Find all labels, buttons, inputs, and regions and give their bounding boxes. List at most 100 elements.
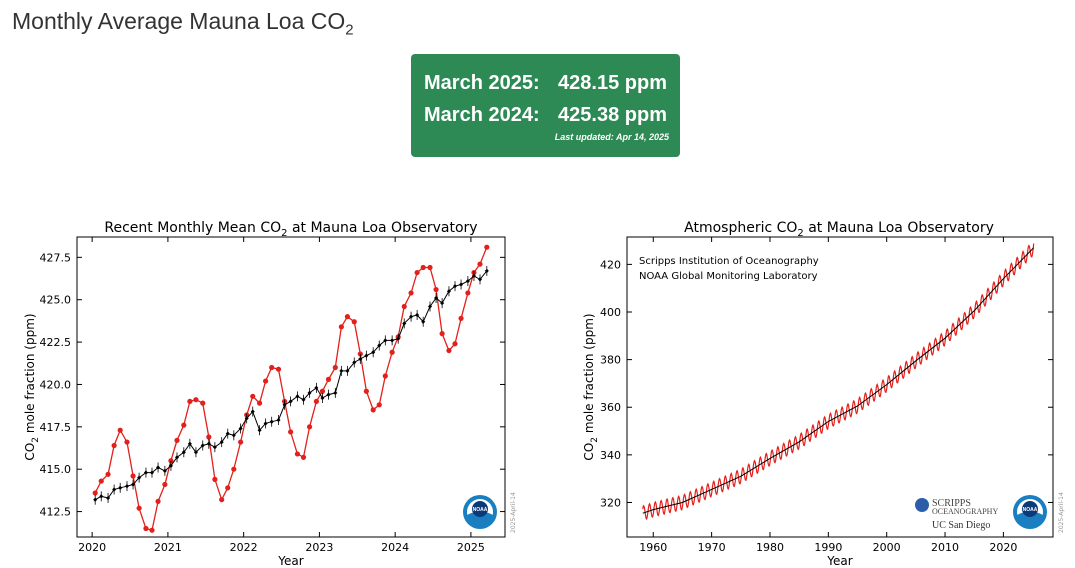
deseasonalized-point (263, 421, 268, 426)
monthly-mean-point (250, 393, 256, 399)
deseasonalized-point (206, 441, 211, 446)
deseasonalized-point (484, 268, 489, 274)
deseasonalized-point (415, 312, 420, 318)
deseasonalized-point (276, 417, 281, 423)
deseasonalized-point (421, 319, 426, 324)
y-tick-label: 400 (600, 306, 621, 319)
svg-text:CO2 mole fraction (ppm): CO2 mole fraction (ppm) (582, 313, 600, 460)
last-updated: Last updated: Apr 14, 2025 (554, 132, 669, 142)
deseasonalized-point (409, 314, 414, 319)
monthly-mean-point (344, 314, 351, 320)
monthly-mean-point (219, 497, 225, 503)
deseasonalized-point (371, 350, 376, 355)
noaa-logo: NOAA (1013, 495, 1047, 529)
y-tick-label: 417.5 (40, 421, 72, 434)
monthly-mean-point (427, 264, 433, 271)
y-tick-label: 360 (600, 401, 621, 414)
deseasonalized-point (358, 356, 363, 362)
deseasonalized-point (339, 368, 344, 374)
stat-row-previous: March 2024: 425.38 ppm (424, 104, 667, 127)
y-tick-label: 420.0 (40, 378, 72, 391)
watermark: 2025-April-14 (1058, 492, 1065, 533)
monthly-mean-point (433, 286, 439, 293)
deseasonalized-point (453, 283, 458, 289)
x-tick-label: 2000 (873, 541, 901, 554)
deseasonalized-point (118, 485, 123, 491)
monthly-mean-point (465, 290, 471, 296)
deseasonalized-point (440, 300, 445, 306)
deseasonalized-point (137, 475, 142, 480)
deseasonalized-point (269, 419, 274, 424)
monthly-mean-point (136, 505, 142, 511)
svg-text:CO2 mole fraction (ppm): CO2 mole fraction (ppm) (23, 313, 41, 460)
monthly-mean-point (225, 485, 231, 491)
deseasonalized-point (250, 409, 255, 414)
scripps-logo: SCRIPPS OCEANOGRAPHY UC San Diego (915, 498, 998, 531)
monthly-mean-point (105, 471, 111, 477)
deseasonalized-point (396, 336, 401, 341)
y-tick-label: 380 (600, 354, 621, 367)
svg-text:NOAA: NOAA (1023, 507, 1038, 513)
monthly-mean-line (642, 243, 1035, 521)
svg-text:OCEANOGRAPHY: OCEANOGRAPHY (932, 507, 998, 516)
x-tick-label: 1980 (756, 541, 784, 554)
monthly-mean-point (306, 424, 313, 430)
monthly-mean-point (155, 498, 161, 505)
x-tick-label: 2020 (78, 541, 106, 554)
deseasonalized-point (434, 295, 439, 301)
svg-text:Atmospheric CO2 at Mauna Loa O: Atmospheric CO2 at Mauna Loa Observatory (684, 220, 994, 239)
stat-label-previous: March 2024: (424, 104, 540, 126)
deseasonalized-point (446, 289, 451, 294)
deseasonalized-point (149, 470, 154, 475)
plot-frame (626, 236, 1054, 538)
monthly-mean-point (92, 490, 98, 496)
deseasonalized-point (181, 450, 186, 455)
monthly-mean-point (238, 439, 244, 445)
monthly-mean-point (256, 400, 263, 406)
svg-text:SCRIPPS: SCRIPPS (932, 498, 971, 509)
deseasonalized-point (295, 394, 300, 399)
deseasonalized-point (345, 368, 350, 374)
deseasonalized-point (402, 321, 407, 326)
monthly-mean-point (439, 331, 445, 337)
y-tick-label: 425.0 (40, 294, 72, 307)
monthly-mean-point (117, 427, 123, 433)
monthly-mean-point (275, 366, 282, 372)
deseasonalized-point (471, 273, 476, 279)
deseasonalized-point (168, 463, 173, 469)
monthly-mean-point (325, 376, 332, 382)
y-tick-label: 412.5 (40, 506, 72, 519)
monthly-mean-point (206, 434, 212, 440)
x-tick-label: 2022 (230, 541, 258, 554)
deseasonalized-point (231, 433, 236, 438)
monthly-mean-point (149, 527, 155, 533)
x-tick-label: 1960 (639, 541, 667, 554)
annotation-scripps: Scripps Institution of Oceanography (639, 256, 819, 267)
deseasonalized-point (333, 390, 338, 396)
x-tick-label: 1970 (698, 541, 726, 554)
deseasonalized-point (288, 399, 293, 404)
monthly-mean-point (143, 525, 149, 532)
monthly-mean-point (111, 442, 117, 449)
monthly-mean-point (458, 315, 464, 321)
monthly-mean-point (401, 303, 407, 310)
monthly-mean-point (212, 476, 218, 482)
noaa-logo: NOAA (463, 495, 497, 529)
stat-value-current: 428.15 ppm (558, 72, 667, 94)
chart-title: Atmospheric CO2 at Mauna Loa Observatory (684, 220, 994, 239)
y-tick-label: 427.5 (40, 251, 72, 264)
monthly-mean-point (446, 347, 452, 354)
deseasonalized-point (244, 416, 249, 421)
monthly-mean-point (363, 388, 369, 394)
deseasonalized-point (320, 395, 325, 401)
deseasonalized-point (99, 494, 104, 499)
deseasonalized-point (307, 390, 312, 396)
y-axis-label: CO2 mole fraction (ppm) (23, 313, 41, 460)
co2-stats-box: March 2025: 428.15 ppm March 2024: 425.3… (411, 54, 680, 157)
deseasonalized-point (428, 304, 433, 309)
annotation-noaa: NOAA Global Monitoring Laboratory (639, 271, 818, 282)
monthly-mean-point (98, 478, 104, 484)
x-axis-label: Year (826, 554, 852, 568)
monthly-mean-point (288, 429, 294, 435)
y-axis-label: CO2 mole fraction (ppm) (582, 313, 600, 460)
